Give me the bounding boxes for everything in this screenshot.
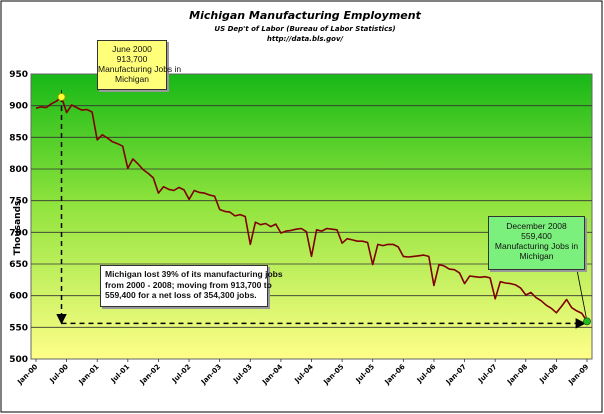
y-tick-label: 500 xyxy=(9,355,28,365)
callout-peak-line: June 2000 xyxy=(112,44,152,54)
callout-trough-line: Michigan xyxy=(519,251,554,261)
chart-subtitle: US Dep't of Labor (Bureau of Labor Stati… xyxy=(214,25,395,33)
callout-leader-trough xyxy=(576,269,588,322)
y-tick-label: 700 xyxy=(9,228,28,238)
callout-trough-line: December 2008 xyxy=(506,221,567,231)
y-tick-label: 550 xyxy=(9,323,28,333)
callout-trough-line: Manufacturing Jobs in xyxy=(494,241,579,251)
y-tick-label: 900 xyxy=(9,102,28,112)
y-tick-label: 600 xyxy=(9,292,28,302)
y-axis-label: Thousands xyxy=(13,201,23,256)
callout-summary-line: from 2000 - 2008; moving from 913,700 to xyxy=(105,279,272,290)
callout-peak-line: Michigan xyxy=(114,74,150,84)
y-tick-label: 650 xyxy=(9,260,28,270)
callout-peak-line: Manufacturing Jobs in xyxy=(98,64,182,74)
arrow-group xyxy=(56,90,591,329)
callout-trough: December 2008 559,400 Manufacturing Jobs… xyxy=(488,216,585,270)
y-tick-label: 850 xyxy=(9,133,28,143)
y-tick-label: 750 xyxy=(9,197,28,207)
callout-summary: Michigan lost 39% of its manufacturing j… xyxy=(100,265,283,307)
callout-summary-line: 559,400 for a net loss of 354,300 jobs. xyxy=(105,290,257,300)
y-axis-ticks: 500 550 600 650 700 750 800 850 900 950 xyxy=(9,70,28,365)
y-tick-label: 800 xyxy=(9,165,28,175)
callout-trough-line: 559,400 xyxy=(521,231,552,241)
series-group xyxy=(35,96,588,322)
series-line xyxy=(35,96,588,322)
y-tick-label: 950 xyxy=(9,70,28,80)
end-marker xyxy=(583,317,591,326)
callout-summary-line: Michigan lost 39% of its manufacturing j… xyxy=(105,269,283,279)
peak-marker xyxy=(57,93,66,101)
chart-title: Michigan Manufacturing Employment xyxy=(189,9,421,22)
chart-source: http://data.bls.gov/ xyxy=(267,35,345,43)
callout-peak-line: 913,700 xyxy=(116,54,148,64)
callout-peak: June 2000 913,700 Manufacturing Jobs in … xyxy=(97,40,182,90)
